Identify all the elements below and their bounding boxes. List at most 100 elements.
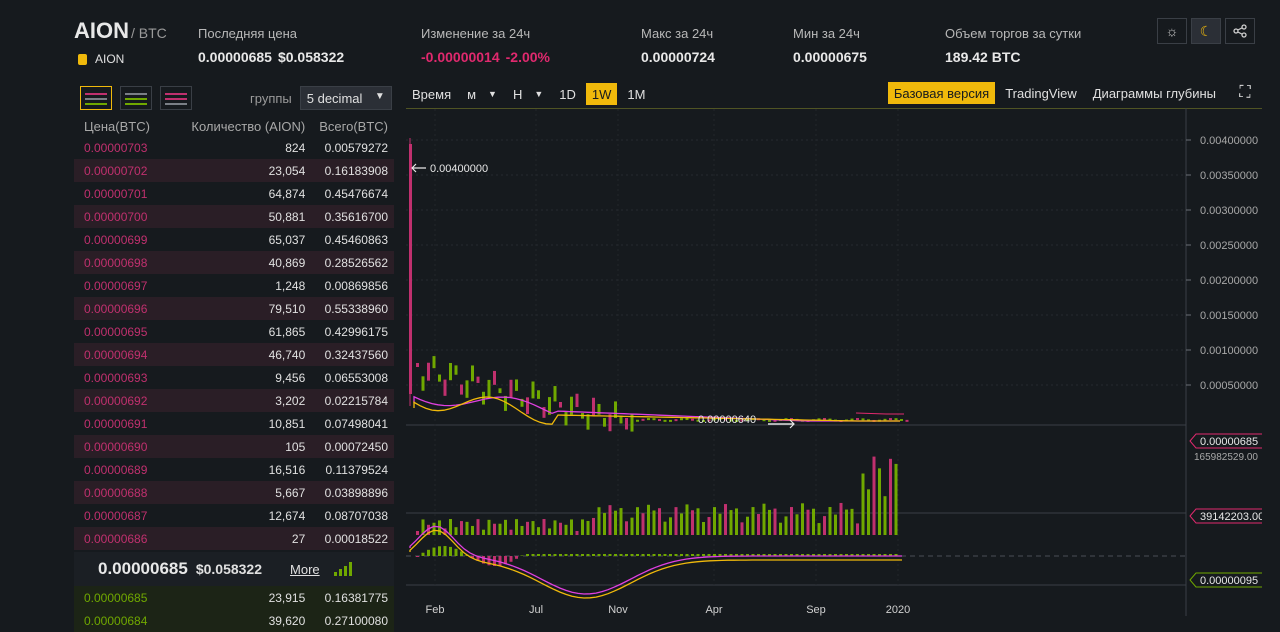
- volume-bar: [762, 503, 766, 535]
- ask-row[interactable]: 0.00000689 16,516 0.11379524: [74, 458, 394, 481]
- bid-price: 0.00000685: [84, 590, 148, 605]
- macd-bar: [531, 554, 535, 556]
- ask-row[interactable]: 0.00000692 3,202 0.02215784: [74, 389, 394, 412]
- macd-bar: [839, 554, 843, 556]
- volume-bar: [471, 525, 474, 535]
- ask-row[interactable]: 0.00000702 23,054 0.16183908: [74, 159, 394, 182]
- candle: [685, 418, 689, 421]
- macd-bar: [570, 554, 573, 556]
- ask-row[interactable]: 0.00000694 46,740 0.32437560: [74, 343, 394, 366]
- candle: [746, 418, 749, 421]
- sun-icon[interactable]: ☼: [1157, 18, 1187, 44]
- volume-bar: [878, 468, 881, 535]
- ask-row[interactable]: 0.00000686 27 0.00018522: [74, 527, 394, 550]
- ask-row[interactable]: 0.00000701 64,874 0.45476674: [74, 182, 394, 205]
- ask-row[interactable]: 0.00000691 10,851 0.07498041: [74, 412, 394, 435]
- volume-bar: [460, 521, 463, 535]
- moon-icon[interactable]: ☾: [1191, 18, 1221, 44]
- ask-price: 0.00000688: [84, 485, 148, 500]
- book-view-both-button[interactable]: [80, 86, 112, 110]
- candle: [856, 418, 859, 421]
- candle: [619, 415, 623, 424]
- ask-row[interactable]: 0.00000690 105 0.00072450: [74, 435, 394, 458]
- candle: [669, 419, 672, 422]
- volume-bar: [784, 516, 788, 535]
- macd-tag: 0.00000095: [1200, 575, 1258, 587]
- candlestick-area[interactable]: 0.00400000 0.00350000 0.00300000 0.00250000…: [406, 107, 1265, 616]
- macd-bar: [768, 554, 771, 556]
- ask-row[interactable]: 0.00000700 50,881 0.35616700: [74, 205, 394, 228]
- tab-basic-view[interactable]: Базовая версия: [887, 82, 996, 104]
- macd-bar: [630, 554, 634, 556]
- ask-row[interactable]: 0.00000695 61,865 0.42996175: [74, 320, 394, 343]
- interval-1w-button[interactable]: 1W: [585, 83, 618, 105]
- candle: [531, 381, 535, 399]
- ask-row[interactable]: 0.00000697 1,248 0.00869856: [74, 274, 394, 297]
- macd-bar: [674, 554, 678, 556]
- candle: [724, 418, 727, 421]
- share-icon[interactable]: [1225, 18, 1255, 44]
- volume-bar: [454, 527, 458, 535]
- interval-1m-button[interactable]: 1M: [627, 86, 646, 102]
- candle: [663, 419, 667, 422]
- price-axis-label: 0.00350000: [1200, 170, 1258, 182]
- volume-bar: [790, 507, 793, 535]
- candle: [608, 414, 612, 432]
- ask-total: 0.35616700: [324, 209, 388, 224]
- volume-bar: [691, 510, 694, 535]
- volume-bar: [845, 509, 848, 535]
- macd-bar: [608, 554, 612, 556]
- volume-bar: [867, 489, 870, 535]
- ask-price: 0.00000692: [84, 393, 148, 408]
- macd-bar: [647, 554, 650, 556]
- ask-row[interactable]: 0.00000698 40,869 0.28526562: [74, 251, 394, 274]
- ask-row[interactable]: 0.00000696 79,510 0.55338960: [74, 297, 394, 320]
- ask-row[interactable]: 0.00000688 5,667 0.03898896: [74, 481, 394, 504]
- volume-bar: [542, 519, 546, 535]
- ask-qty: 40,869: [268, 255, 306, 270]
- volume-bar: [625, 521, 628, 535]
- interval-1d-button[interactable]: 1D: [559, 86, 576, 102]
- candle: [482, 391, 485, 405]
- candle: [421, 376, 425, 391]
- tab-tradingview[interactable]: TradingView: [1005, 85, 1077, 101]
- hour-dropdown[interactable]: Н ▼: [512, 86, 544, 102]
- ask-qty: 824: [285, 140, 306, 155]
- macd-bar: [421, 552, 425, 556]
- ask-row[interactable]: 0.00000687 12,674 0.08707038: [74, 504, 394, 527]
- arrow-left-icon: [411, 163, 426, 173]
- tab-depth-chart[interactable]: Диаграммы глубины: [1092, 85, 1216, 101]
- candle: [889, 418, 892, 421]
- ask-row[interactable]: 0.00000699 65,037 0.45460863: [74, 228, 394, 251]
- pair-subtitle[interactable]: AION: [78, 52, 124, 66]
- volume-bar: [806, 509, 810, 535]
- bid-qty: 23,915: [268, 590, 306, 605]
- bid-total: 0.16381775: [324, 590, 388, 605]
- bid-row[interactable]: 0.00000685 23,915 0.16381775: [74, 586, 394, 609]
- ask-total: 0.16183908: [324, 163, 388, 178]
- macd-bar: [504, 556, 507, 565]
- more-link[interactable]: More: [290, 561, 320, 577]
- macd-bar: [548, 554, 551, 556]
- ask-price: 0.00000702: [84, 163, 148, 178]
- group-select[interactable]: 5 decimal ▼: [299, 86, 392, 110]
- bid-row[interactable]: 0.00000684 39,620 0.27100080: [74, 609, 394, 632]
- stat-last-price: Последняя цена 0.00000685 $0.058322: [198, 26, 345, 65]
- macd-bar: [432, 547, 436, 556]
- macd-bar: [669, 554, 672, 556]
- ask-row[interactable]: 0.00000703 824 0.00579272: [74, 136, 394, 159]
- book-view-asks-button[interactable]: [160, 86, 192, 110]
- volume-bar: [432, 522, 436, 535]
- macd-bar: [680, 554, 683, 556]
- ask-row[interactable]: 0.00000693 9,456 0.06553008: [74, 366, 394, 389]
- volume-bar: [801, 503, 804, 535]
- chevron-down-icon: ▼: [374, 91, 385, 102]
- volume-bar: [685, 504, 689, 535]
- volume-bar: [614, 510, 617, 535]
- book-view-bids-button[interactable]: [120, 86, 152, 110]
- minute-dropdown[interactable]: м ▼: [467, 86, 497, 102]
- volume-bar: [834, 514, 837, 535]
- macd-bar: [691, 554, 694, 556]
- macd-bar: [542, 554, 546, 556]
- fullscreen-icon[interactable]: ⛶: [1239, 84, 1251, 101]
